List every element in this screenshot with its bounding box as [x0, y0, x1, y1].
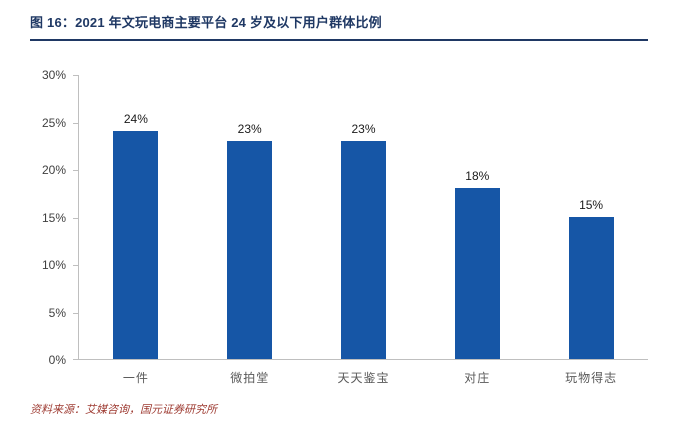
x-axis-category-label: 天天鉴宝: [337, 371, 390, 385]
y-axis-tick-mark: [73, 170, 78, 171]
bar: 15%: [568, 198, 614, 359]
bar: 24%: [113, 112, 159, 359]
figure-title: 图 16：2021 年文玩电商主要平台 24 岁及以下用户群体比例: [30, 10, 648, 41]
y-axis-tick-mark: [73, 359, 78, 360]
x-axis-category-label: 对庄: [464, 371, 491, 385]
bar: 18%: [454, 169, 500, 359]
x-axis-category-label: 一件: [122, 371, 149, 385]
y-axis: 0% 5% 10% 15% 20% 25% 30%: [30, 68, 78, 367]
bar-value-label: 23%: [351, 121, 376, 136]
bar-value-label: 15%: [579, 197, 604, 212]
bar-value-label: 18%: [465, 169, 490, 183]
y-axis-tick-mark: [73, 75, 78, 76]
y-axis-tick-label: 10%: [41, 258, 66, 272]
y-axis-tick-label: 5%: [48, 305, 66, 320]
y-axis-tick-label: 0%: [48, 353, 66, 367]
chart-body: 0% 5% 10% 15% 20% 25% 30% 24% 23% 23% 18% 15%: [30, 68, 648, 367]
y-axis-tick-mark: [73, 217, 78, 219]
x-axis-category-label: 微拍堂: [230, 371, 270, 385]
bar-chart: 0% 5% 10% 15% 20% 25% 30% 24% 23% 23% 18% 15% 一件 微拍…: [30, 68, 648, 386]
bar-value-label: 23%: [237, 121, 262, 136]
bar-slot: 23%: [193, 75, 307, 359]
x-axis-labels: 一件 微拍堂 天天鉴宝 对庄 玩物得志: [78, 360, 648, 386]
bar: 23%: [227, 122, 273, 359]
y-axis-tick-mark: [73, 122, 78, 124]
y-axis-tick-label: 25%: [41, 115, 66, 130]
y-axis-tick-label: 30%: [41, 68, 66, 82]
plot-area: 24% 23% 23% 18% 15%: [78, 75, 648, 360]
bar-slot: 24%: [79, 75, 193, 359]
source-note: 资料来源：艾媒咨询，国元证券研究所: [30, 404, 217, 416]
bar: 23%: [340, 122, 386, 359]
y-axis-tick-label: 15%: [41, 210, 66, 225]
bar-value-label: 24%: [123, 112, 148, 126]
y-axis-tick-label: 20%: [41, 163, 66, 177]
y-axis-tick-mark: [73, 265, 78, 266]
x-axis-category-label: 玩物得志: [565, 371, 618, 385]
bar-slot: 18%: [420, 75, 534, 359]
y-axis-tick-mark: [73, 312, 78, 314]
bar-slot: 15%: [534, 75, 648, 359]
bar-slot: 23%: [307, 75, 421, 359]
